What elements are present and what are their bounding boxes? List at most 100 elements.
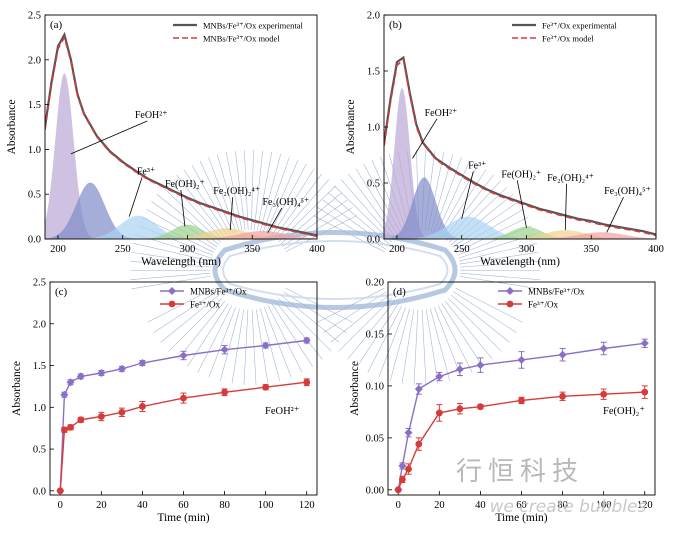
legend-marker [507, 301, 514, 308]
plot-area [45, 35, 317, 239]
data-point [77, 416, 84, 423]
x-tick-label: 250 [454, 244, 470, 255]
y-tick-label: 0.5 [367, 179, 380, 190]
data-point [57, 487, 64, 494]
species-label: Fe₂(OH)₂⁴⁺ [213, 186, 260, 197]
x-tick-label: 250 [115, 244, 131, 255]
bubble-ray [154, 292, 217, 333]
legend-marker [169, 301, 176, 308]
x-tick-label: 350 [583, 244, 599, 255]
species-arrow [129, 177, 142, 216]
y-tick-label: 0.0 [367, 235, 380, 246]
species-label: Fe³⁺ [468, 160, 486, 171]
x-tick-label: 300 [519, 244, 535, 255]
panel-label: (a) [50, 19, 63, 31]
data-point [303, 379, 310, 386]
species-label: Fe₂(OH)₂⁴⁺ [547, 173, 594, 184]
y-axis-label: Absorbance [11, 361, 23, 416]
y-tick-label: 2.5 [28, 11, 41, 22]
bubble-ray [187, 304, 228, 367]
x-axis-label: Wavelength (nm) [141, 256, 221, 268]
species-label: Fe³⁺ [137, 166, 155, 177]
bubble-ray [272, 304, 313, 367]
x-tick-label: 20 [96, 500, 107, 511]
legend-label: Fe³⁺/Ox [528, 300, 558, 310]
data-point [221, 346, 229, 354]
species-label: Fe₃(OH)₄⁵⁺ [262, 197, 309, 208]
data-point [221, 389, 228, 396]
species-arrow [565, 184, 566, 230]
y-tick-label: 0.5 [33, 445, 46, 456]
y-tick-label: 1.5 [33, 361, 46, 372]
bubble-ray [414, 310, 418, 385]
x-axis-label: Time (min) [157, 512, 209, 524]
y-tick-label: 0.00 [366, 485, 384, 496]
data-point [405, 466, 412, 473]
x-tick-label: 400 [648, 244, 664, 255]
bubble-ray [260, 154, 280, 231]
data-point [61, 426, 68, 433]
data-point [436, 410, 443, 417]
data-point [98, 413, 105, 420]
data-point [415, 441, 422, 448]
y-tick-label: 0.0 [33, 486, 46, 497]
panel-annotation: FeOH²⁺ [265, 406, 299, 417]
data-point [641, 389, 648, 396]
data-point [139, 403, 146, 410]
bubble-ray [422, 310, 426, 385]
species-arrow [268, 208, 282, 233]
data-point [67, 424, 74, 431]
bubble-ray [426, 310, 438, 384]
x-tick-label: 40 [475, 500, 486, 511]
data-point [180, 395, 187, 402]
y-tick-label: 0.5 [28, 190, 41, 201]
x-tick-label: 200 [50, 244, 66, 255]
x-tick-label: 0 [396, 500, 401, 511]
panel-annotation: Fe(OH)₂⁺ [603, 406, 645, 417]
y-tick-label: 0.15 [366, 329, 384, 340]
x-tick-label: 80 [219, 500, 230, 511]
data-point [518, 356, 526, 364]
data-point [641, 339, 649, 347]
legend-label: MNBs/Fe³⁺/Ox [190, 287, 247, 297]
y-tick-label: 2.0 [28, 55, 41, 66]
data-point [559, 393, 566, 400]
y-tick-label: 2.0 [367, 11, 380, 22]
data-point [600, 344, 608, 352]
bubble-ray [460, 273, 540, 279]
bubble-ray [454, 292, 517, 333]
data-point [395, 486, 402, 493]
legend-label: MNBs/Fe³⁺/Ox [528, 287, 585, 297]
plot-area [384, 58, 656, 239]
x-tick-label: 60 [178, 500, 189, 511]
y-axis-label: Absorbance [6, 100, 18, 155]
bubble-ray [130, 273, 210, 279]
panel-label: (b) [389, 19, 402, 31]
plot-frame [50, 282, 317, 495]
x-tick-label: 0 [58, 500, 63, 511]
y-tick-label: 0.10 [366, 381, 384, 392]
legend-marker [168, 287, 176, 295]
y-axis-label: Absorbance [349, 361, 361, 416]
y-axis-label: Absorbance [345, 100, 357, 155]
data-point [118, 409, 125, 416]
legend-label: MNBs/Fe³⁺/Ox experimental [203, 21, 303, 31]
x-tick-label: 120 [299, 500, 315, 511]
data-point [477, 403, 484, 410]
watermark-title: 行恒科技 [456, 457, 584, 487]
y-tick-label: 1.0 [367, 123, 380, 134]
x-tick-label: 20 [434, 500, 445, 511]
data-point [180, 352, 188, 360]
x-tick-label: 100 [258, 500, 274, 511]
legend-marker [506, 287, 514, 295]
bubble-ray [390, 309, 409, 381]
x-tick-label: 350 [244, 244, 260, 255]
bubble-ray [448, 298, 501, 351]
y-tick-label: 1.0 [28, 145, 41, 156]
data-point [559, 351, 567, 359]
y-tick-label: 0.20 [366, 278, 384, 289]
